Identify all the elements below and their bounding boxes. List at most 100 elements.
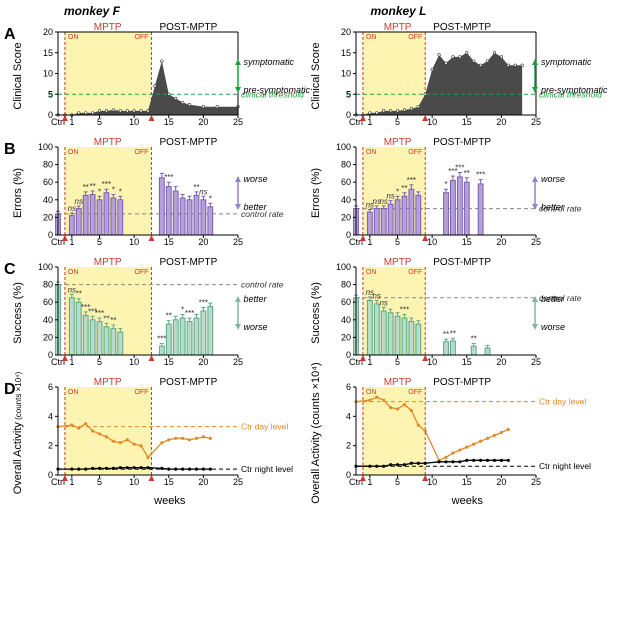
svg-text:40: 40 [340, 315, 350, 325]
svg-text:80: 80 [340, 280, 350, 290]
svg-text:1: 1 [69, 117, 74, 127]
x-axis-label-left: weeks [22, 495, 318, 507]
svg-text:***: *** [185, 309, 194, 318]
svg-text:15: 15 [164, 477, 174, 487]
svg-text:OFF: OFF [134, 149, 148, 156]
svg-text:25: 25 [530, 357, 540, 367]
svg-text:10: 10 [427, 237, 437, 247]
svg-text:15: 15 [164, 237, 174, 247]
svg-text:25: 25 [530, 477, 540, 487]
svg-text:**: ** [463, 169, 469, 178]
svg-text:MPTP: MPTP [94, 257, 122, 268]
svg-text:40: 40 [43, 195, 53, 205]
svg-text:**: ** [83, 183, 89, 192]
svg-text:**: ** [89, 182, 95, 191]
svg-text:Ctrl: Ctrl [51, 477, 65, 487]
svg-text:60: 60 [340, 297, 350, 307]
svg-text:25: 25 [233, 357, 243, 367]
svg-text:10: 10 [427, 477, 437, 487]
svg-text:**: ** [442, 330, 448, 339]
svg-text:20: 20 [496, 117, 506, 127]
svg-text:Ctrl: Ctrl [349, 117, 363, 127]
svg-text:25: 25 [233, 477, 243, 487]
svg-text:OFF: OFF [134, 34, 148, 41]
svg-text:***: *** [199, 298, 208, 307]
svg-text:POST-MPTP: POST-MPTP [433, 22, 491, 33]
svg-text:10: 10 [427, 117, 437, 127]
svg-text:***: *** [157, 335, 166, 344]
svg-text:ns: ns [75, 197, 83, 206]
svg-text:15: 15 [461, 237, 471, 247]
svg-text:25: 25 [233, 117, 243, 127]
x-axis-label-right: weeks [320, 495, 616, 507]
svg-text:Ctrl: Ctrl [51, 357, 65, 367]
svg-text:***: *** [102, 180, 111, 189]
svg-text:5: 5 [395, 117, 400, 127]
svg-text:1: 1 [367, 357, 372, 367]
svg-text:10: 10 [129, 357, 139, 367]
svg-text:5: 5 [48, 89, 53, 99]
svg-text:ON: ON [68, 269, 79, 276]
svg-text:5: 5 [345, 89, 350, 99]
svg-text:4: 4 [345, 411, 350, 421]
svg-text:20: 20 [340, 332, 350, 342]
svg-text:Ctrl: Ctrl [349, 357, 363, 367]
svg-text:80: 80 [43, 280, 53, 290]
svg-text:5: 5 [395, 477, 400, 487]
svg-text:POST-MPTP: POST-MPTP [433, 137, 491, 148]
svg-text:5: 5 [395, 357, 400, 367]
svg-text:Ctrl: Ctrl [51, 237, 65, 247]
chart-C-left: Success (%) ns**************************… [22, 253, 318, 373]
svg-text:2: 2 [345, 441, 350, 451]
svg-text:**: ** [110, 316, 116, 325]
svg-text:ON: ON [68, 34, 79, 41]
svg-text:10: 10 [129, 237, 139, 247]
svg-text:100: 100 [335, 262, 350, 272]
chart-B-left: Errors (%) nsns***************ns*0204060… [22, 133, 318, 253]
svg-text:POST-MPTP: POST-MPTP [433, 257, 491, 268]
svg-text:*: * [98, 187, 101, 196]
svg-text:10: 10 [340, 69, 350, 79]
svg-text:20: 20 [43, 332, 53, 342]
svg-text:control rate: control rate [539, 204, 582, 214]
svg-text:20: 20 [198, 357, 208, 367]
svg-text:control rate: control rate [241, 280, 284, 290]
svg-text:control rate: control rate [539, 293, 582, 303]
svg-text:OFF: OFF [408, 389, 422, 396]
svg-text:ns: ns [379, 298, 387, 307]
svg-text:Ctr day level: Ctr day level [241, 422, 288, 432]
svg-text:15: 15 [164, 357, 174, 367]
svg-text:*: * [444, 180, 447, 189]
svg-text:MPTP: MPTP [94, 137, 122, 148]
svg-text:6: 6 [345, 382, 350, 392]
col-title-right: monkey L [311, 4, 618, 18]
svg-text:MPTP: MPTP [94, 22, 122, 33]
chart-C-right: Success (%) nsnsns*********020406080100C… [320, 253, 616, 373]
svg-text:***: *** [164, 173, 173, 182]
svg-text:OFF: OFF [134, 389, 148, 396]
svg-text:15: 15 [461, 357, 471, 367]
svg-text:40: 40 [340, 195, 350, 205]
y-label-B: Errors (%) [12, 168, 24, 218]
svg-text:**: ** [449, 329, 455, 338]
svg-text:**: ** [103, 314, 109, 323]
svg-text:25: 25 [530, 117, 540, 127]
chart-A-right: Clinical Score 505101520Ctrl1510152025MP… [320, 18, 616, 133]
svg-text:1: 1 [367, 117, 372, 127]
svg-text:10: 10 [427, 357, 437, 367]
svg-text:15: 15 [43, 48, 53, 58]
svg-text:40: 40 [43, 315, 53, 325]
svg-text:100: 100 [38, 142, 53, 152]
svg-text:POST-MPTP: POST-MPTP [159, 137, 217, 148]
svg-text:60: 60 [340, 177, 350, 187]
svg-text:OFF: OFF [134, 269, 148, 276]
svg-text:80: 80 [43, 160, 53, 170]
svg-text:15: 15 [461, 477, 471, 487]
svg-text:15: 15 [340, 48, 350, 58]
svg-text:15: 15 [164, 117, 174, 127]
y-label-C: Success (%) [12, 282, 24, 344]
chart-A-left: Clinical Score 505101520Ctrl1510152025MP… [22, 18, 318, 133]
svg-text:2: 2 [48, 441, 53, 451]
svg-text:1: 1 [69, 357, 74, 367]
chart-B-right: Errors (%) nsnsnsns******************020… [320, 133, 616, 253]
